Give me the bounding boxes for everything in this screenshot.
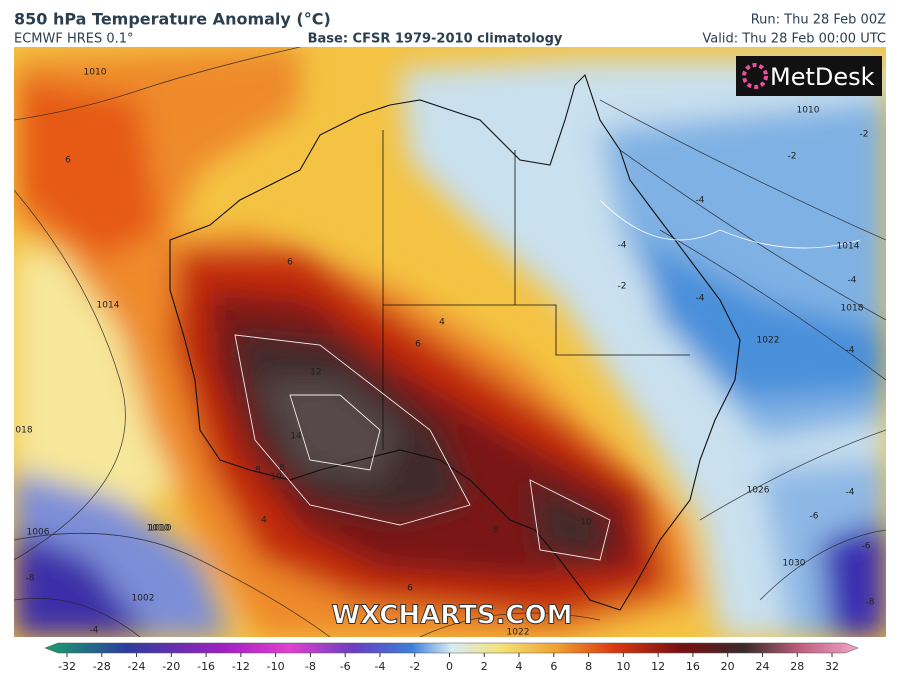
colorbar-label: 32 — [825, 660, 839, 673]
contour-label: 1014 — [837, 242, 860, 252]
contour-label: 6 — [287, 258, 293, 268]
map — [14, 47, 886, 637]
contour-label: 12 — [310, 368, 321, 378]
colorbar — [44, 642, 859, 654]
contour-label: 6 — [415, 340, 421, 350]
contour-label: 1010 — [149, 524, 172, 534]
colorbar-label: -4 — [374, 660, 385, 673]
colorbar-label: 24 — [755, 660, 769, 673]
contour-label: 1002 — [132, 594, 155, 604]
colorbar-label: 8 — [585, 660, 592, 673]
contour-label: 018 — [15, 426, 32, 436]
contour-label: 14 — [290, 432, 302, 442]
colorbar-label: -2 — [409, 660, 420, 673]
contour-label: 1014 — [97, 301, 120, 311]
colorbar-label: 2 — [481, 660, 488, 673]
contour-label: 8 — [255, 466, 261, 476]
run: Run: Thu 28 Feb 00Z — [751, 13, 886, 28]
colorbar-label: -24 — [128, 660, 146, 673]
contour-label: -2 — [788, 152, 797, 162]
colorbar-label: -28 — [93, 660, 111, 673]
contour-label: 10 — [580, 518, 592, 528]
contour-label: 1026 — [747, 486, 770, 496]
contour-label: -6 — [810, 512, 819, 522]
colorbar-label: -16 — [197, 660, 215, 673]
colorbar-label: 4 — [516, 660, 523, 673]
colorbar-label: -32 — [58, 660, 76, 673]
colorbar-label: 10 — [616, 660, 630, 673]
logo: MetDesk — [770, 63, 875, 91]
contour-label: -2 — [860, 130, 869, 140]
contour-label: 8 — [493, 526, 499, 536]
title: 850 hPa Temperature Anomaly (°C) — [14, 10, 331, 29]
logo-box — [736, 56, 882, 96]
contour-label: 1010 — [147, 524, 170, 534]
colorbar-label: 0 — [446, 660, 453, 673]
colorbar-label: -12 — [232, 660, 250, 673]
contour-label: 1022 — [507, 628, 530, 638]
contour-label: 4 — [261, 516, 267, 526]
contour-label: 1006 — [27, 528, 50, 538]
valid: Valid: Thu 28 Feb 00:00 UTC — [702, 32, 886, 47]
colorbar-label: -6 — [340, 660, 351, 673]
contour-label: 1030 — [783, 559, 806, 569]
colorbar-label: 16 — [686, 660, 700, 673]
model: ECMWF HRES 0.1° — [14, 32, 134, 47]
contour-label: -4 — [846, 346, 855, 356]
base: Base: CFSR 1979-2010 climatology — [308, 32, 563, 47]
contour-label: 1010 — [797, 106, 820, 116]
contour-label: -8 — [866, 598, 875, 608]
contour-label: 6 — [407, 584, 413, 594]
contour-label: -2 — [618, 282, 627, 292]
contour-label: -4 — [846, 488, 855, 498]
contour-label: -8 — [26, 574, 35, 584]
contour-label: 10 — [270, 473, 282, 483]
colorbar-label: -20 — [162, 660, 180, 673]
contour-label: -4 — [90, 626, 99, 636]
contour-label: 1022 — [757, 336, 780, 346]
colorbar-label: -8 — [305, 660, 316, 673]
contour-label: -6 — [862, 542, 871, 552]
contour-label: -4 — [696, 294, 705, 304]
contour-label: 4 — [439, 318, 445, 328]
colorbar-label: 28 — [790, 660, 804, 673]
contour-label: 8 — [279, 464, 285, 474]
contour-label: -4 — [848, 276, 857, 286]
contour-label: 1010 — [84, 68, 107, 78]
contour-label: -4 — [696, 196, 705, 206]
contour-label: 1018 — [841, 304, 864, 314]
watermark: WXCHARTS.COM — [331, 601, 572, 631]
logo-icon — [742, 63, 768, 89]
contour-label: -4 — [618, 241, 627, 251]
colorbar-label: 12 — [651, 660, 665, 673]
contour-label: 6 — [65, 156, 71, 166]
colorbar-label: 6 — [550, 660, 557, 673]
colorbar-label: 20 — [721, 660, 735, 673]
colorbar-label: -10 — [267, 660, 285, 673]
